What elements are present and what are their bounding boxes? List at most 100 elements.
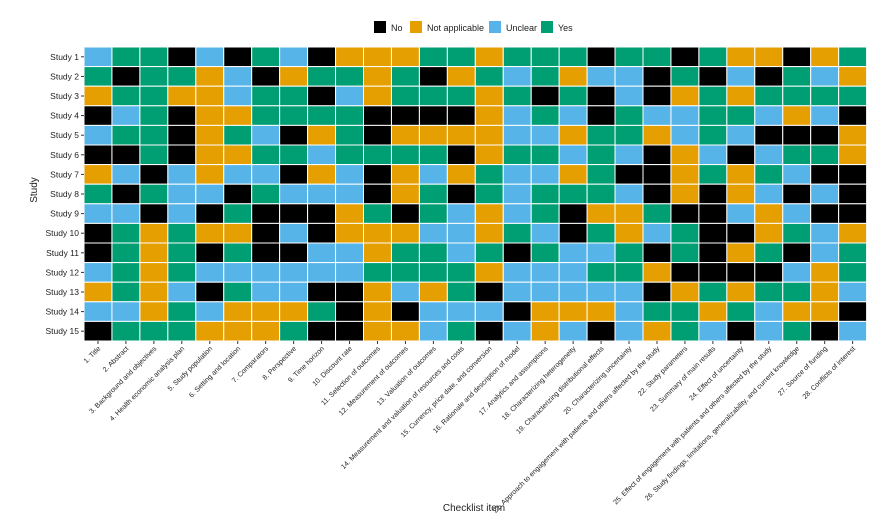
heatmap-cell [642, 46, 672, 68]
heatmap-cell [614, 124, 644, 146]
heatmap-cell [530, 124, 560, 146]
heatmap-cell [251, 203, 281, 224]
heatmap-cell [307, 262, 337, 283]
heatmap-cell [418, 124, 448, 146]
heatmap-cell [502, 66, 532, 87]
heatmap-cell [558, 320, 588, 342]
heatmap-cell [446, 262, 476, 283]
heatmap-cell [418, 262, 448, 283]
heatmap-cell [502, 164, 532, 185]
heatmap-cell [530, 46, 560, 68]
heatmap-cell [335, 242, 364, 264]
heatmap-cell [530, 66, 560, 87]
heatmap-cell [838, 262, 868, 283]
heatmap-cell [698, 105, 728, 126]
heatmap-cell [279, 144, 309, 166]
heatmap-cell [390, 85, 420, 107]
heatmap-cell [726, 46, 756, 68]
heatmap-cell [586, 105, 616, 126]
heatmap-cell [167, 105, 197, 126]
heatmap-cell [810, 203, 840, 224]
heatmap-cell [810, 320, 840, 342]
heatmap-cell [390, 124, 420, 146]
heatmap-cell [139, 281, 169, 303]
heatmap-cell [335, 281, 364, 303]
heatmap-cell [726, 320, 756, 342]
heatmap-cell [754, 203, 784, 224]
heatmap-cell [502, 222, 532, 244]
heatmap-cell [838, 85, 868, 107]
heatmap-cell [726, 203, 756, 224]
x-tick-label: 2. Abstract [102, 345, 130, 373]
heatmap-cell [335, 66, 364, 87]
heatmap-cell [139, 320, 169, 342]
heatmap-cell [698, 124, 728, 146]
heatmap-cell [782, 164, 812, 185]
heatmap-cell [363, 203, 392, 224]
heatmap-cell [223, 124, 253, 146]
heatmap-cell [642, 144, 672, 166]
heatmap-cell [390, 105, 420, 126]
heatmap-cell [810, 242, 840, 264]
heatmap-cell [838, 105, 868, 126]
heatmap-cell [726, 85, 756, 107]
heatmap-cell [614, 105, 644, 126]
y-tick-label: Study 6 [50, 150, 79, 160]
heatmap-cell [726, 164, 756, 185]
heatmap-cell [279, 203, 309, 224]
heatmap-cell [111, 262, 141, 283]
heatmap-cell [782, 203, 812, 224]
heatmap-cell [670, 281, 700, 303]
heatmap-cell [726, 183, 756, 205]
heatmap-cell [195, 301, 225, 322]
heatmap-cell [390, 242, 420, 264]
heatmap-cell [586, 222, 616, 244]
heatmap-cell [223, 320, 253, 342]
heatmap-cell [139, 203, 169, 224]
heatmap-cell [446, 183, 476, 205]
legend-label: Yes [558, 23, 573, 33]
heatmap-cell [670, 183, 700, 205]
heatmap-cell [83, 203, 113, 224]
heatmap-cell [363, 46, 392, 68]
heatmap-cell [167, 222, 197, 244]
heatmap-cell [111, 301, 141, 322]
heatmap-cell [251, 222, 281, 244]
heatmap-cell [167, 203, 197, 224]
heatmap-cell [390, 164, 420, 185]
heatmap-cell [698, 144, 728, 166]
heatmap-cell [307, 203, 337, 224]
y-tick-label: Study 2 [50, 71, 79, 81]
heatmap-cell [474, 85, 504, 107]
heatmap-cell [530, 262, 560, 283]
y-tick-label: Study 9 [50, 209, 79, 219]
heatmap-cell [446, 105, 476, 126]
heatmap-cell [111, 281, 141, 303]
heatmap-cell [279, 66, 309, 87]
heatmap-cell [418, 164, 448, 185]
heatmap-cell [390, 46, 420, 68]
heatmap-cell [474, 281, 504, 303]
heatmap-cell [614, 46, 644, 68]
heatmap-cell [530, 105, 560, 126]
heatmap-cell [111, 203, 141, 224]
heatmap-cell [586, 144, 616, 166]
heatmap-cell [838, 222, 868, 244]
heatmap-cell [502, 203, 532, 224]
heatmap-cell [530, 242, 560, 264]
heatmap-cell [726, 222, 756, 244]
heatmap-cell [810, 183, 840, 205]
heatmap-cell [726, 124, 756, 146]
heatmap-cell [223, 242, 253, 264]
heatmap-cell [167, 301, 197, 322]
legend-swatch-not-applicable [410, 21, 422, 33]
heatmap-cell [642, 124, 672, 146]
heatmap-cell [418, 46, 448, 68]
x-tick-label: 28. Conflicts of interest [802, 345, 857, 400]
heatmap-cell [754, 183, 784, 205]
heatmap-cell [390, 262, 420, 283]
heatmap-cell [810, 124, 840, 146]
heatmap-cell [754, 105, 784, 126]
heatmap-cell [363, 222, 392, 244]
heatmap-cell [446, 242, 476, 264]
